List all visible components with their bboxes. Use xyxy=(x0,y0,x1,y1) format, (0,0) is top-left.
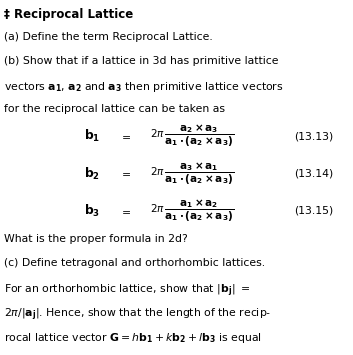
Text: (a) Define the term Reciprocal Lattice.: (a) Define the term Reciprocal Lattice. xyxy=(4,32,213,42)
Text: $2\pi/|\mathbf{a_j}|$. Hence, show that the length of the recip-: $2\pi/|\mathbf{a_j}|$. Hence, show that … xyxy=(4,306,271,323)
Text: $2\pi\,\dfrac{\mathbf{a_1 \times a_2}}{\mathbf{a_1 \cdot (a_2 \times a_3)}}$: $2\pi\,\dfrac{\mathbf{a_1 \times a_2}}{\… xyxy=(150,198,234,224)
Text: $=$: $=$ xyxy=(119,169,131,179)
Text: $=$: $=$ xyxy=(119,206,131,216)
Text: (13.15): (13.15) xyxy=(294,206,334,216)
Text: What is the proper formula in 2d?: What is the proper formula in 2d? xyxy=(4,234,188,244)
Text: For an orthorhombic lattice, show that $|\mathbf{b_j}|$ $=$: For an orthorhombic lattice, show that $… xyxy=(4,282,251,299)
Text: (b) Show that if a lattice in 3d has primitive lattice: (b) Show that if a lattice in 3d has pri… xyxy=(4,56,279,66)
Text: $=$: $=$ xyxy=(119,131,131,141)
Text: $\mathbf{b_2}$: $\mathbf{b_2}$ xyxy=(84,165,100,182)
Text: ‡: ‡ xyxy=(4,8,10,21)
Text: Reciprocal Lattice: Reciprocal Lattice xyxy=(14,8,133,21)
Text: $\mathbf{b_3}$: $\mathbf{b_3}$ xyxy=(84,203,100,219)
Text: $2\pi\,\dfrac{\mathbf{a_3 \times a_1}}{\mathbf{a_1 \cdot (a_2 \times a_3)}}$: $2\pi\,\dfrac{\mathbf{a_3 \times a_1}}{\… xyxy=(150,160,234,187)
Text: (13.14): (13.14) xyxy=(294,169,334,179)
Text: for the reciprocal lattice can be taken as: for the reciprocal lattice can be taken … xyxy=(4,104,225,114)
Text: $\mathbf{b_1}$: $\mathbf{b_1}$ xyxy=(84,128,100,144)
Text: vectors $\mathbf{a_1}$, $\mathbf{a_2}$ and $\mathbf{a_3}$ then primitive lattice: vectors $\mathbf{a_1}$, $\mathbf{a_2}$ a… xyxy=(4,80,284,94)
Text: (c) Define tetragonal and orthorhombic lattices.: (c) Define tetragonal and orthorhombic l… xyxy=(4,258,265,268)
Text: (13.13): (13.13) xyxy=(294,131,334,141)
Text: $2\pi\,\dfrac{\mathbf{a_2 \times a_3}}{\mathbf{a_1 \cdot (a_2 \times a_3)}}$: $2\pi\,\dfrac{\mathbf{a_2 \times a_3}}{\… xyxy=(150,123,234,149)
Text: rocal lattice vector $\mathbf{G} = h\mathbf{b_1} + k\mathbf{b_2} + l\mathbf{b_3}: rocal lattice vector $\mathbf{G} = h\mat… xyxy=(4,331,262,344)
